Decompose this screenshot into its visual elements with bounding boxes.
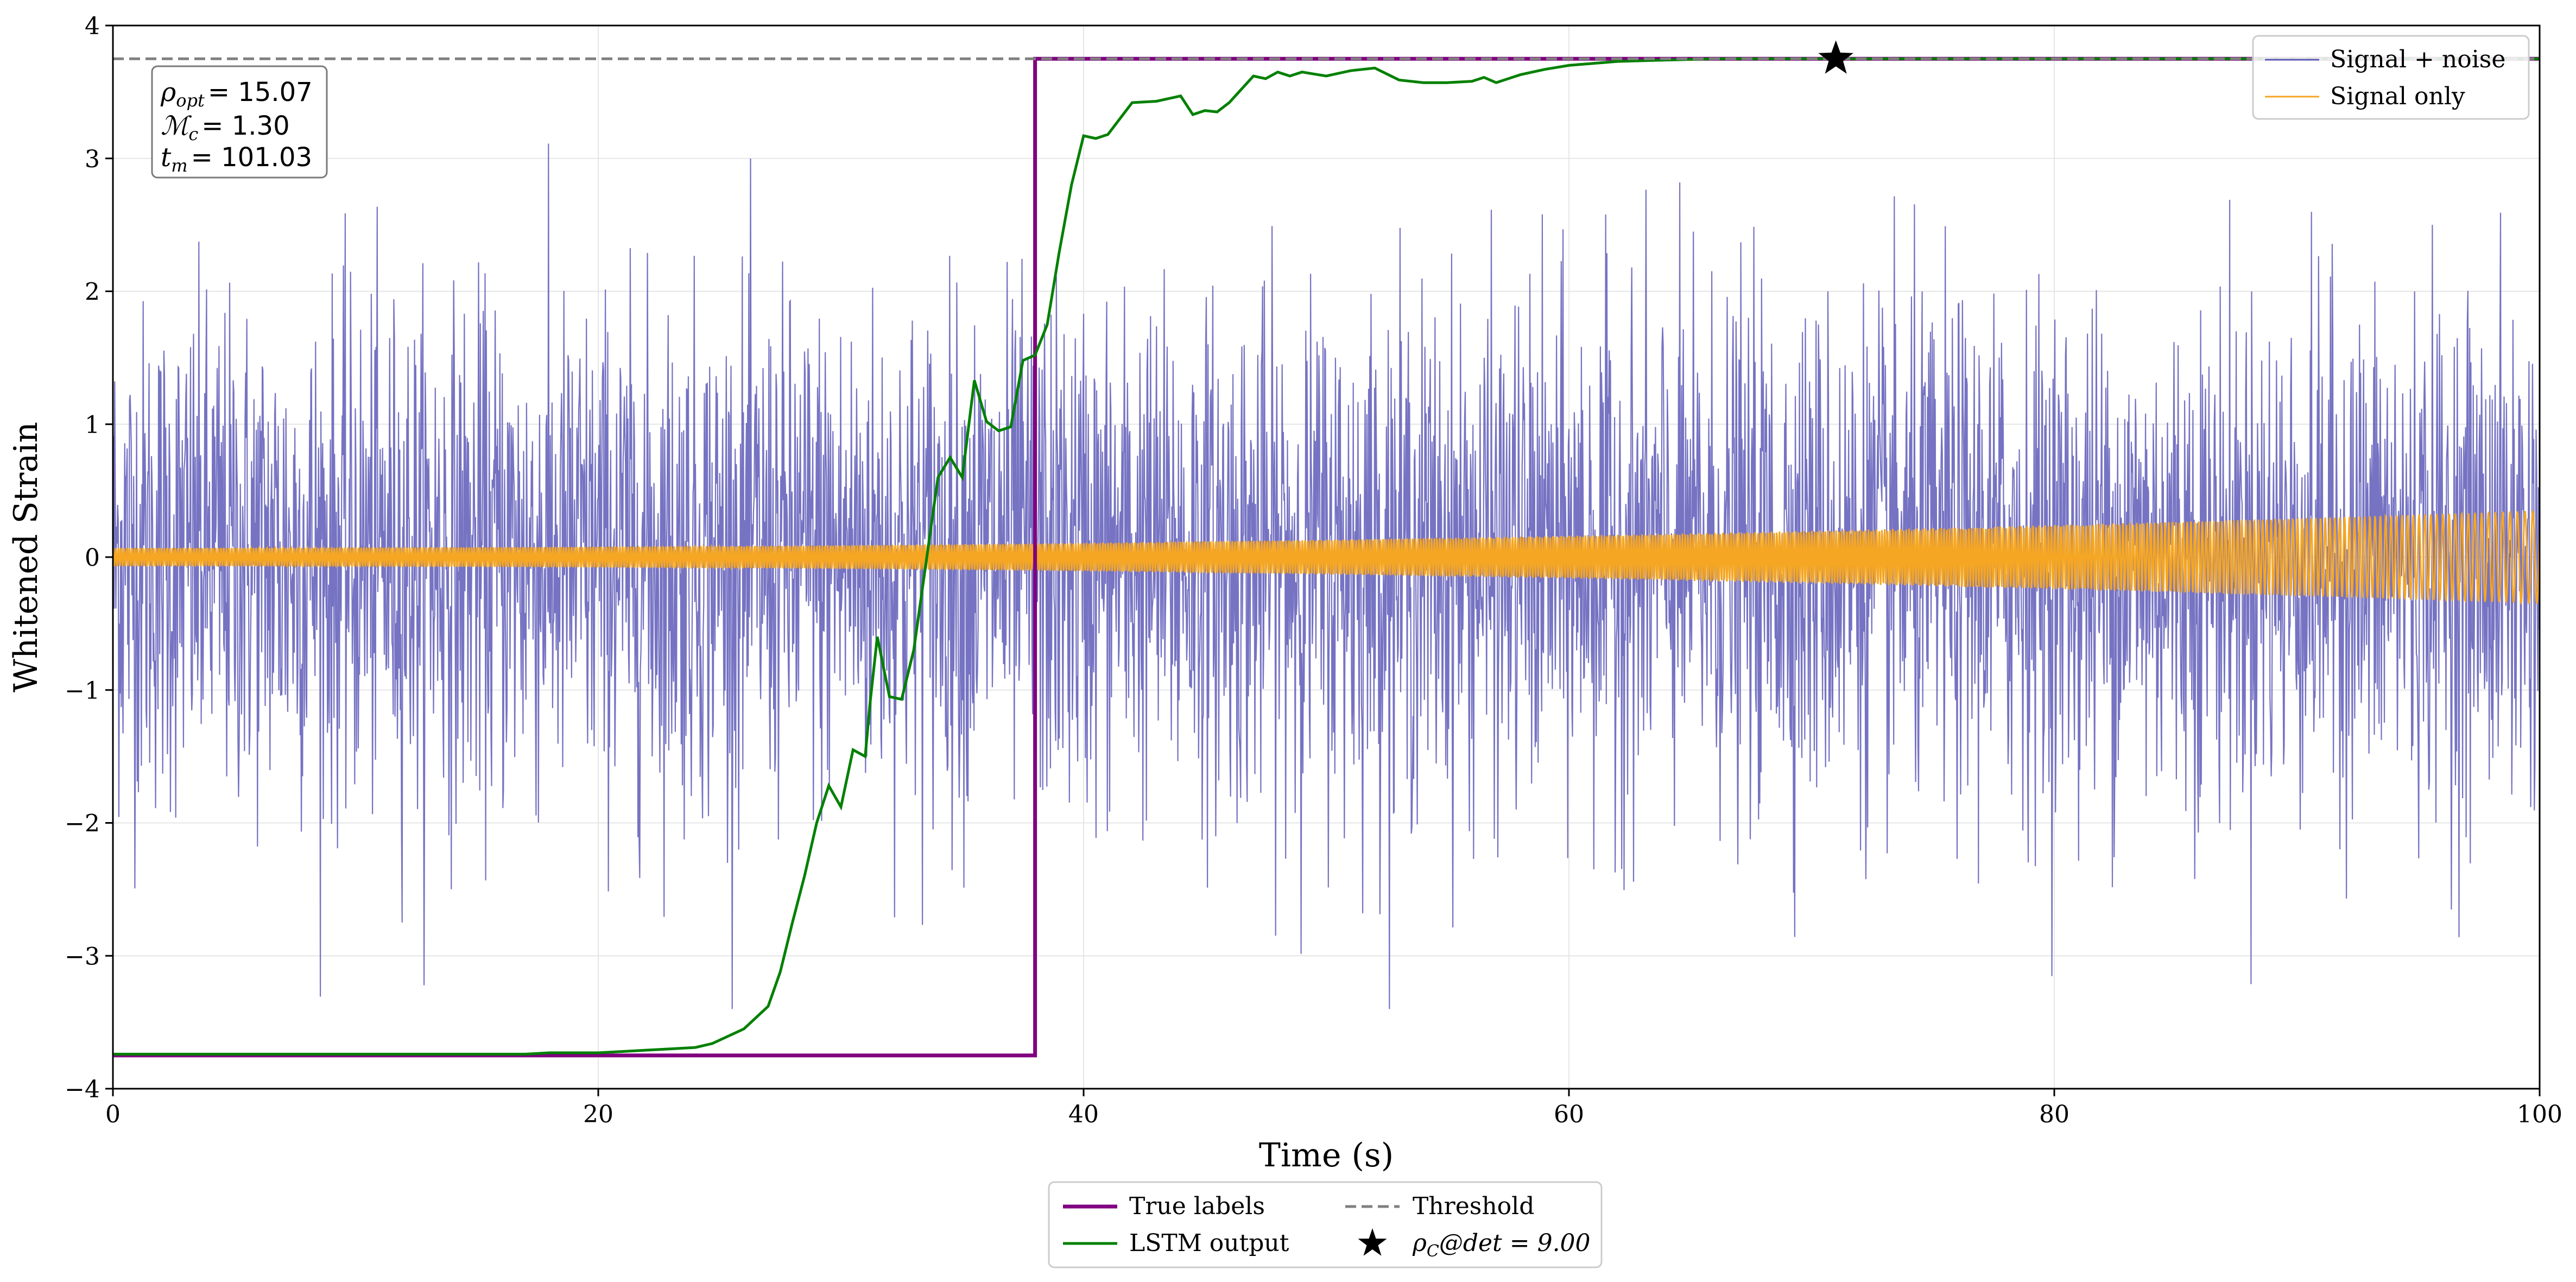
y-tick-label: 1 [85,411,100,439]
y-tick-label: −4 [65,1076,100,1103]
plot-area [113,56,2540,1058]
detection-star-marker [1818,40,1853,74]
x-axis-label: Time (s) [1259,1136,1394,1174]
axis-ticks: 0 20 40 60 80 100 −4 −3 −2 −1 0 1 2 3 4 [65,12,2562,1128]
y-tick-label: 2 [85,279,100,306]
y-tick-label: 4 [85,12,100,40]
y-tick-label: −1 [65,677,100,705]
legend-label-true-labels: True labels [1129,1192,1265,1220]
x-tick-label: 40 [1068,1101,1099,1128]
info-line-merger-time: tm = 101.03 [161,142,312,176]
series-signal-only-line [113,510,2540,605]
info-box-frame [151,65,328,179]
legend-label-threshold: Threshold [1413,1192,1534,1220]
info-line-rho-opt: ρopt = 15.07 [160,77,313,111]
y-tick-label: 3 [85,146,100,173]
x-tick-label: 20 [583,1101,613,1128]
legend-label-lstm-output: LSTM output [1129,1229,1289,1257]
legend-bottom: True labels Threshold LSTM output ρC@det… [1048,1181,1603,1268]
legend-label-signal-noise: Signal + noise [2330,46,2505,73]
y-tick-label: 0 [85,544,100,572]
legend-upper-right-frame [2252,35,2530,120]
legend-swatch-star-icon [1358,1228,1387,1256]
series-signal-noise-line [113,143,2540,1009]
series-lstm-output-line [113,57,2540,1056]
legend-upper-right: Signal + noise Signal only [2252,35,2530,120]
legend-bottom-frame [1048,1181,1603,1268]
x-tick-label: 100 [2517,1101,2562,1128]
x-tick-label: 80 [2039,1101,2069,1128]
y-axis-label: Whitened Strain [7,422,45,692]
y-tick-label: −3 [65,943,100,970]
x-tick-label: 60 [1554,1101,1584,1128]
legend-label-signal-only: Signal only [2330,83,2465,110]
y-tick-label: −2 [65,810,100,838]
info-line-chirp-mass: ℳc = 1.30 [161,111,290,144]
x-tick-label: 0 [105,1101,121,1128]
info-box: ρopt = 15.07 ℳc = 1.30 tm = 101.03 [151,65,328,179]
legend-label-detection: ρC@det = 9.00 [1412,1229,1591,1261]
